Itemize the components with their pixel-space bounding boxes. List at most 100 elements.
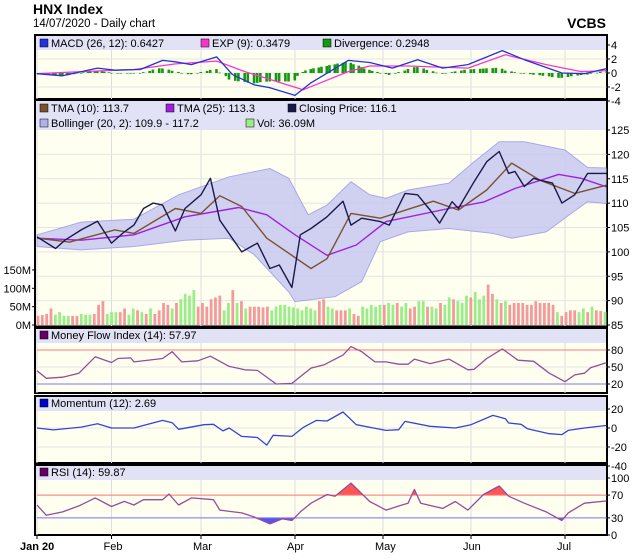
- mfi-y-tick-label: 80: [611, 345, 623, 357]
- divergence-bar: [325, 65, 329, 73]
- volume-bar: [192, 290, 196, 325]
- divergence-bar: [557, 73, 560, 78]
- volume-bar: [343, 310, 347, 325]
- divergence-bar: [293, 73, 297, 81]
- divergence-bar: [116, 73, 119, 74]
- volume-tick-label: 50M: [10, 302, 31, 314]
- rsi-y-tick-label: 70: [611, 490, 623, 502]
- divergence-bar: [529, 73, 532, 75]
- legend-mfi: Money Flow Index (14): 57.97: [51, 330, 197, 342]
- divergence-bar: [100, 71, 104, 73]
- divergence-bar: [341, 62, 345, 73]
- volume-bar: [603, 311, 607, 325]
- tma10-swatch: [39, 103, 49, 113]
- price-y-tick-label: 85: [611, 320, 623, 332]
- volume-bar: [430, 306, 434, 325]
- legend-tma25: TMA (25): 113.3: [177, 103, 255, 115]
- divergence-bar: [328, 65, 331, 73]
- rsi-y-tick-label: 0: [611, 530, 617, 542]
- divergence-bar: [586, 73, 589, 75]
- divergence-bar: [519, 73, 523, 74]
- volume-bar: [114, 312, 118, 325]
- volume-bar: [599, 311, 603, 325]
- volume-bar: [270, 310, 274, 325]
- divergence-bar: [478, 68, 482, 73]
- macd-y-tick-label: 0: [611, 68, 617, 80]
- vol-swatch: [245, 118, 255, 128]
- divergence-bar: [224, 73, 228, 77]
- volume-tick-label: 100M: [3, 283, 31, 295]
- volume-bar: [53, 314, 57, 325]
- divergence-bar: [189, 73, 193, 75]
- price-y-tick-label: 100: [611, 247, 629, 259]
- volume-bar: [395, 302, 399, 325]
- price-y-tick-label: 120: [611, 149, 629, 161]
- divergence-bar: [167, 69, 171, 73]
- chart-title: HNX Index: [33, 1, 103, 17]
- divergence-bar: [82, 72, 85, 73]
- volume-bar: [521, 302, 525, 325]
- price-y-tick-label: 115: [611, 174, 629, 186]
- mfi-y-tick-label: 20: [611, 379, 623, 391]
- divergence-bar: [453, 71, 457, 73]
- divergence-bar: [233, 73, 237, 81]
- divergence-bar: [589, 73, 592, 74]
- volume-bar: [564, 312, 568, 325]
- volume-bar: [348, 308, 352, 325]
- volume-bar: [123, 308, 126, 325]
- volume-bar: [413, 306, 416, 325]
- divergence-bar: [199, 71, 203, 73]
- volume-bar: [240, 301, 243, 325]
- macd-y-tick-label: -2: [611, 82, 621, 94]
- volume-bar: [131, 308, 135, 325]
- volume-bar: [222, 310, 226, 325]
- divergence-bar: [422, 68, 425, 73]
- volume-bar: [75, 315, 79, 325]
- divergence-bar: [469, 69, 473, 73]
- divergence-bar: [406, 68, 410, 73]
- divergence-bar: [569, 73, 573, 77]
- volume-bar: [465, 295, 468, 325]
- volume-bar: [227, 302, 230, 325]
- divergence-bar: [416, 67, 419, 73]
- volume-bar: [244, 308, 248, 325]
- chart-subtitle: 14/07/2020 - Daily chart: [33, 18, 156, 30]
- divergence-bar: [301, 71, 305, 73]
- volume-bar: [361, 306, 365, 325]
- volume-bar: [326, 306, 330, 325]
- divergence-bar: [93, 70, 97, 73]
- volume-bar: [534, 301, 538, 325]
- rsi-legend-band: [36, 466, 606, 480]
- mfi-swatch: [39, 330, 49, 340]
- volume-bar: [426, 306, 429, 325]
- divergence-bar: [387, 73, 391, 76]
- divergence-bar: [352, 64, 355, 73]
- volume-bar: [577, 312, 581, 325]
- volume-bar: [573, 310, 577, 325]
- macd-line: [36, 49, 608, 97]
- volume-bar: [469, 297, 473, 325]
- divergence-bar: [196, 73, 199, 74]
- volume-bar: [71, 315, 75, 325]
- divergence-bar: [51, 73, 55, 76]
- volume-tick-label: 150M: [3, 265, 31, 277]
- volume-bar: [369, 304, 373, 325]
- volume-bar: [140, 312, 144, 325]
- divergence-bar: [510, 71, 513, 73]
- volume-bar: [508, 304, 512, 325]
- volume-bar: [188, 295, 191, 325]
- divergence-bar: [47, 73, 50, 75]
- divergence-bar: [79, 72, 83, 74]
- volume-bar: [586, 312, 590, 325]
- volume-bar: [486, 284, 490, 325]
- volume-bar: [404, 302, 408, 325]
- divergence-bar: [444, 72, 447, 74]
- divergence-bar: [547, 73, 551, 77]
- divergence-bar: [246, 73, 250, 83]
- volume-bar: [517, 302, 520, 325]
- volume-bar: [265, 306, 269, 325]
- volume-bar: [79, 313, 83, 325]
- divergence-bar: [138, 73, 142, 74]
- price-y-tick-label: 110: [611, 198, 629, 210]
- volume-bar: [291, 307, 295, 325]
